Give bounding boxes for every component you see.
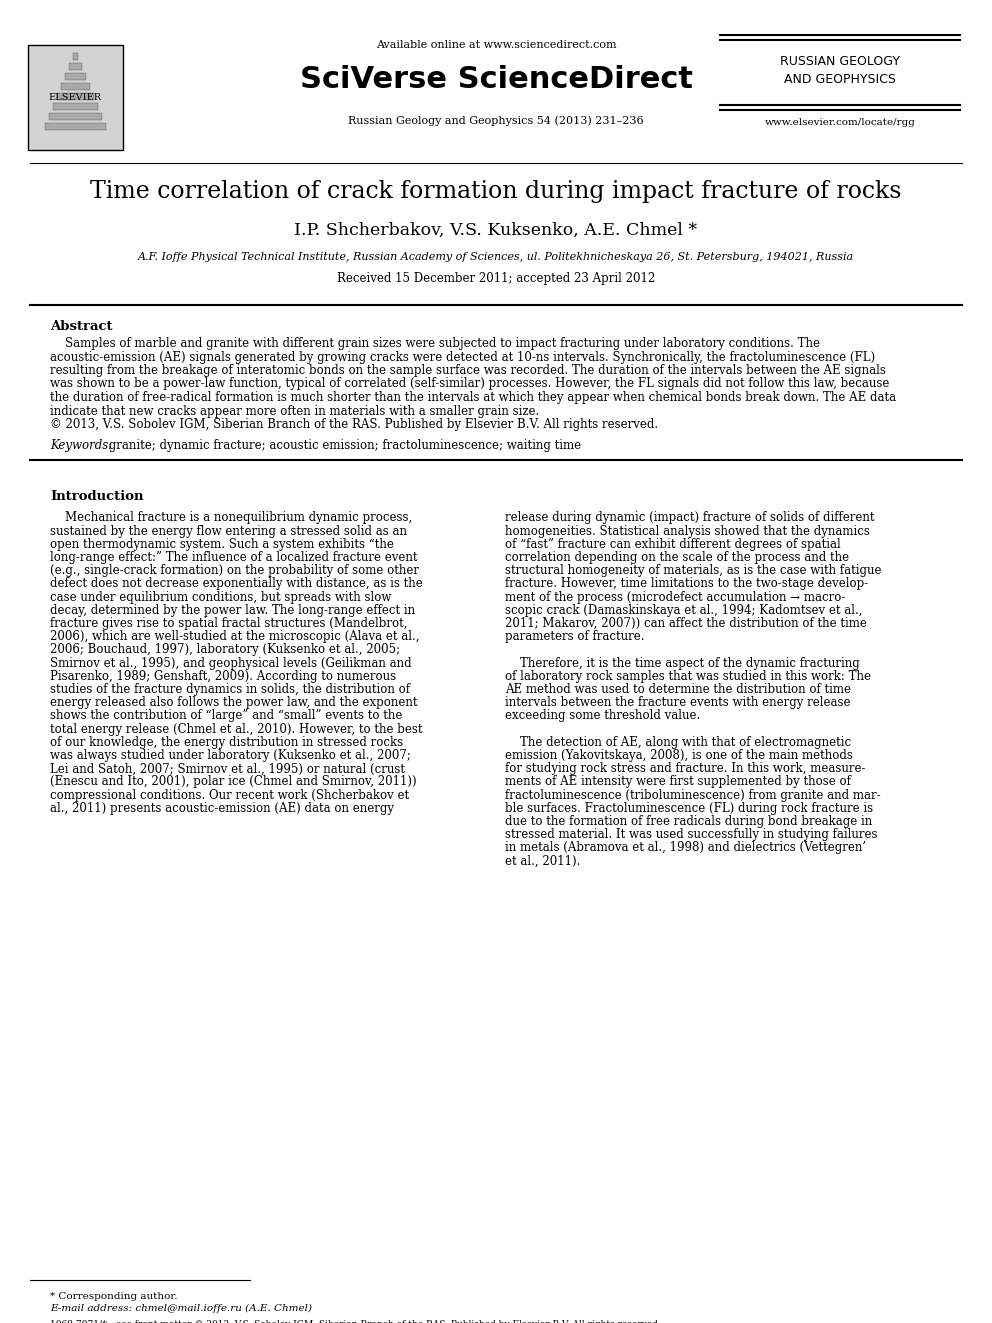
Text: release during dynamic (impact) fracture of solids of different: release during dynamic (impact) fracture… [505,512,875,524]
Text: of “fast” fracture can exhibit different degrees of spatial: of “fast” fracture can exhibit different… [505,538,841,550]
Text: Mechanical fracture is a nonequilibrium dynamic process,: Mechanical fracture is a nonequilibrium … [50,512,413,524]
Text: 2006; Bouchaud, 1997), laboratory (Kuksenko et al., 2005;: 2006; Bouchaud, 1997), laboratory (Kukse… [50,643,400,656]
Text: RUSSIAN GEOLOGY
AND GEOPHYSICS: RUSSIAN GEOLOGY AND GEOPHYSICS [780,56,900,86]
Text: Pisarenko, 1989; Genshaft, 2009). According to numerous: Pisarenko, 1989; Genshaft, 2009). Accord… [50,669,396,683]
Text: parameters of fracture.: parameters of fracture. [505,630,645,643]
Text: E-mail address: chmel@mail.ioffe.ru (A.E. Chmel): E-mail address: chmel@mail.ioffe.ru (A.E… [50,1304,312,1314]
Text: indicate that new cracks appear more often in materials with a smaller grain siz: indicate that new cracks appear more oft… [50,405,540,418]
FancyBboxPatch shape [45,123,105,130]
Text: exceeding some threshold value.: exceeding some threshold value. [505,709,700,722]
Text: Smirnov et al., 1995), and geophysical levels (Geilikman and: Smirnov et al., 1995), and geophysical l… [50,656,412,669]
Text: ments of AE intensity were first supplemented by those of: ments of AE intensity were first supplem… [505,775,851,789]
Text: Available online at www.sciencedirect.com: Available online at www.sciencedirect.co… [376,40,616,50]
Text: granite; dynamic fracture; acoustic emission; fractoluminescence; waiting time: granite; dynamic fracture; acoustic emis… [105,439,581,452]
Text: stressed material. It was used successfully in studying failures: stressed material. It was used successfu… [505,828,878,841]
FancyBboxPatch shape [61,83,89,90]
FancyBboxPatch shape [49,112,101,120]
Text: Received 15 December 2011; accepted 23 April 2012: Received 15 December 2011; accepted 23 A… [337,273,655,284]
Text: for studying rock stress and fracture. In this work, measure-: for studying rock stress and fracture. I… [505,762,865,775]
Text: scopic crack (Damaskinskaya et al., 1994; Kadomtsev et al.,: scopic crack (Damaskinskaya et al., 1994… [505,603,862,617]
Text: I.P. Shcherbakov, V.S. Kuksenko, A.E. Chmel *: I.P. Shcherbakov, V.S. Kuksenko, A.E. Ch… [295,222,697,239]
Text: due to the formation of free radicals during bond breakage in: due to the formation of free radicals du… [505,815,872,828]
Text: emission (Yakovitskaya, 2008), is one of the main methods: emission (Yakovitskaya, 2008), is one of… [505,749,853,762]
Text: was shown to be a power-law function, typical of correlated (self-similar) proce: was shown to be a power-law function, ty… [50,377,890,390]
Text: shows the contribution of “large” and “small” events to the: shows the contribution of “large” and “s… [50,709,403,722]
Text: ble surfaces. Fractoluminescence (FL) during rock fracture is: ble surfaces. Fractoluminescence (FL) du… [505,802,873,815]
Text: decay, determined by the power law. The long-range effect in: decay, determined by the power law. The … [50,603,415,617]
Text: fracture. However, time limitations to the two-stage develop-: fracture. However, time limitations to t… [505,578,868,590]
Text: Therefore, it is the time aspect of the dynamic fracturing: Therefore, it is the time aspect of the … [505,656,860,669]
Text: acoustic-emission (AE) signals generated by growing cracks were detected at 10-n: acoustic-emission (AE) signals generated… [50,351,875,364]
Text: Abstract: Abstract [50,320,112,333]
Text: * Corresponding author.: * Corresponding author. [50,1293,178,1301]
Text: was always studied under laboratory (Kuksenko et al., 2007;: was always studied under laboratory (Kuk… [50,749,411,762]
Text: long-range effect:” The influence of a localized fracture event: long-range effect:” The influence of a l… [50,552,418,564]
Text: the duration of free-radical formation is much shorter than the intervals at whi: the duration of free-radical formation i… [50,392,896,404]
Text: www.elsevier.com/locate/rgg: www.elsevier.com/locate/rgg [765,118,916,127]
Text: Lei and Satoh, 2007; Smirnov et al., 1995) or natural (crust: Lei and Satoh, 2007; Smirnov et al., 199… [50,762,405,775]
Text: Keywords:: Keywords: [50,439,112,452]
FancyBboxPatch shape [28,45,123,149]
Text: © 2013, V.S. Sobolev IGM, Siberian Branch of the RAS. Published by Elsevier B.V.: © 2013, V.S. Sobolev IGM, Siberian Branc… [50,418,658,431]
Text: open thermodynamic system. Such a system exhibits “the: open thermodynamic system. Such a system… [50,538,394,550]
Text: of our knowledge, the energy distribution in stressed rocks: of our knowledge, the energy distributio… [50,736,403,749]
Text: al., 2011) presents acoustic-emission (AE) data on energy: al., 2011) presents acoustic-emission (A… [50,802,394,815]
Text: 1068-7971/$ - see front matter © 2013, V.S. Sobolev IGM, Siberian Branch of the : 1068-7971/$ - see front matter © 2013, V… [50,1320,661,1323]
Text: Samples of marble and granite with different grain sizes were subjected to impac: Samples of marble and granite with diffe… [50,337,820,351]
Text: total energy release (Chmel et al., 2010). However, to the best: total energy release (Chmel et al., 2010… [50,722,423,736]
Text: sustained by the energy flow entering a stressed solid as an: sustained by the energy flow entering a … [50,525,407,537]
Text: energy released also follows the power law, and the exponent: energy released also follows the power l… [50,696,418,709]
Text: defect does not decrease exponentially with distance, as is the: defect does not decrease exponentially w… [50,578,423,590]
Text: 2011; Makarov, 2007)) can affect the distribution of the time: 2011; Makarov, 2007)) can affect the dis… [505,617,867,630]
FancyBboxPatch shape [57,93,93,101]
Text: ment of the process (microdefect accumulation → macro-: ment of the process (microdefect accumul… [505,590,845,603]
Text: 2006), which are well-studied at the microscopic (Alava et al.,: 2006), which are well-studied at the mic… [50,630,420,643]
Text: Russian Geology and Geophysics 54 (2013) 231–236: Russian Geology and Geophysics 54 (2013)… [348,115,644,126]
Text: AE method was used to determine the distribution of time: AE method was used to determine the dist… [505,683,851,696]
FancyBboxPatch shape [64,73,85,79]
Text: The detection of AE, along with that of electromagnetic: The detection of AE, along with that of … [505,736,851,749]
Text: resulting from the breakage of interatomic bonds on the sample surface was recor: resulting from the breakage of interatom… [50,364,886,377]
Text: ELSEVIER: ELSEVIER [49,94,101,102]
FancyBboxPatch shape [72,53,77,60]
Text: (Enescu and Ito, 2001), polar ice (Chmel and Smirnov, 2011)): (Enescu and Ito, 2001), polar ice (Chmel… [50,775,417,789]
Text: fractoluminescence (triboluminescence) from granite and mar-: fractoluminescence (triboluminescence) f… [505,789,881,802]
Text: fracture gives rise to spatial fractal structures (Mandelbrot,: fracture gives rise to spatial fractal s… [50,617,408,630]
Text: Introduction: Introduction [50,490,144,503]
Text: homogeneities. Statistical analysis showed that the dynamics: homogeneities. Statistical analysis show… [505,525,870,537]
Text: studies of the fracture dynamics in solids, the distribution of: studies of the fracture dynamics in soli… [50,683,410,696]
Text: compressional conditions. Our recent work (Shcherbakov et: compressional conditions. Our recent wor… [50,789,409,802]
Text: et al., 2011).: et al., 2011). [505,855,580,868]
FancyBboxPatch shape [53,103,97,110]
Text: in metals (Abramova et al., 1998) and dielectrics (Vettegren’: in metals (Abramova et al., 1998) and di… [505,841,866,855]
Text: A.F. Ioffe Physical Technical Institute, Russian Academy of Sciences, ul. Polite: A.F. Ioffe Physical Technical Institute,… [138,251,854,262]
Text: Time correlation of crack formation during impact fracture of rocks: Time correlation of crack formation duri… [90,180,902,202]
Text: correlation depending on the scale of the process and the: correlation depending on the scale of th… [505,552,849,564]
Text: case under equilibrium conditions, but spreads with slow: case under equilibrium conditions, but s… [50,590,392,603]
Text: (e.g., single-crack formation) on the probability of some other: (e.g., single-crack formation) on the pr… [50,565,419,577]
FancyBboxPatch shape [68,64,81,70]
Text: intervals between the fracture events with energy release: intervals between the fracture events wi… [505,696,850,709]
Text: of laboratory rock samples that was studied in this work: The: of laboratory rock samples that was stud… [505,669,871,683]
Text: SciVerse ScienceDirect: SciVerse ScienceDirect [300,65,692,94]
Text: structural homogeneity of materials, as is the case with fatigue: structural homogeneity of materials, as … [505,565,882,577]
